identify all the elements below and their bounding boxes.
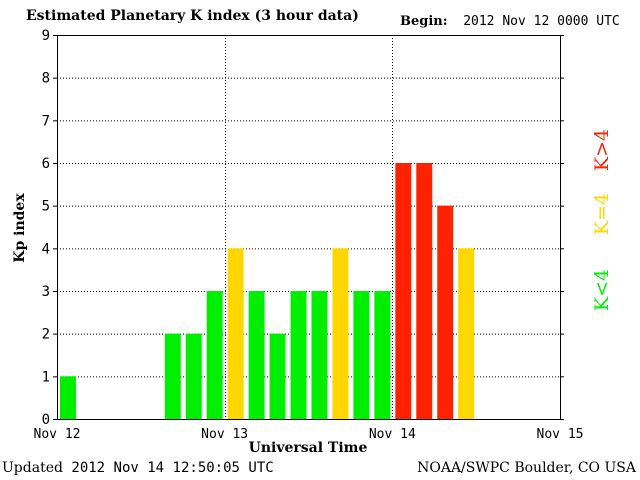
- y-tick-label: 3: [42, 284, 50, 300]
- kp-bar: [164, 333, 181, 419]
- kp-bar: [437, 205, 454, 419]
- begin-value: 2012 Nov 12 0000 UTC: [463, 14, 620, 29]
- plot-frame: [57, 35, 561, 420]
- kp-bar: [416, 163, 433, 419]
- y-tick-label: 2: [42, 327, 50, 343]
- legend-low: K<4: [591, 268, 613, 312]
- kp-bar: [248, 291, 265, 419]
- kp-bar: [395, 163, 412, 419]
- legend-mid: K=4: [591, 192, 613, 236]
- y-tick-label: 1: [42, 369, 50, 385]
- credit-text: NOAA/SWPC Boulder, CO USA: [417, 460, 636, 476]
- x-tick-label: Nov 15: [537, 427, 584, 442]
- begin-label: Begin:: [400, 14, 448, 29]
- kp-bar: [353, 291, 370, 419]
- y-tick-label: 5: [42, 199, 50, 215]
- y-tick-label: 6: [42, 156, 50, 172]
- kp-bar: [374, 291, 391, 419]
- y-tick-label: 8: [42, 71, 50, 87]
- chart-title: Estimated Planetary K index (3 hour data…: [26, 8, 359, 24]
- kp-bar: [269, 333, 286, 419]
- x-tick-label: Nov 13: [201, 427, 248, 442]
- kp-bar: [332, 248, 349, 419]
- x-tick-label: Nov 14: [369, 427, 416, 442]
- kp-bar: [60, 376, 76, 419]
- kp-bar: [311, 291, 328, 419]
- updated-label: Updated: [2, 460, 63, 476]
- kp-bar: [290, 291, 307, 419]
- x-tick-label: Nov 12: [34, 427, 81, 442]
- legend-high: K>4: [591, 128, 613, 172]
- y-tick-label: 0: [42, 412, 50, 428]
- updated-value: 2012 Nov 14 12:50:05 UTC: [71, 460, 274, 476]
- kp-bar: [227, 248, 244, 419]
- kp-bar: [185, 333, 202, 419]
- begin-info: Begin: 2012 Nov 12 0000 UTC: [400, 14, 620, 29]
- kp-bar: [458, 248, 475, 419]
- x-axis-label: Universal Time: [248, 440, 368, 456]
- updated-info: Updated 2012 Nov 14 12:50:05 UTC: [2, 460, 274, 476]
- y-tick-label: 7: [42, 113, 50, 129]
- y-tick-label: 9: [42, 28, 50, 44]
- y-tick-label: 4: [42, 241, 50, 257]
- y-axis-label: Kp index: [12, 193, 28, 263]
- kp-bar: [206, 291, 223, 419]
